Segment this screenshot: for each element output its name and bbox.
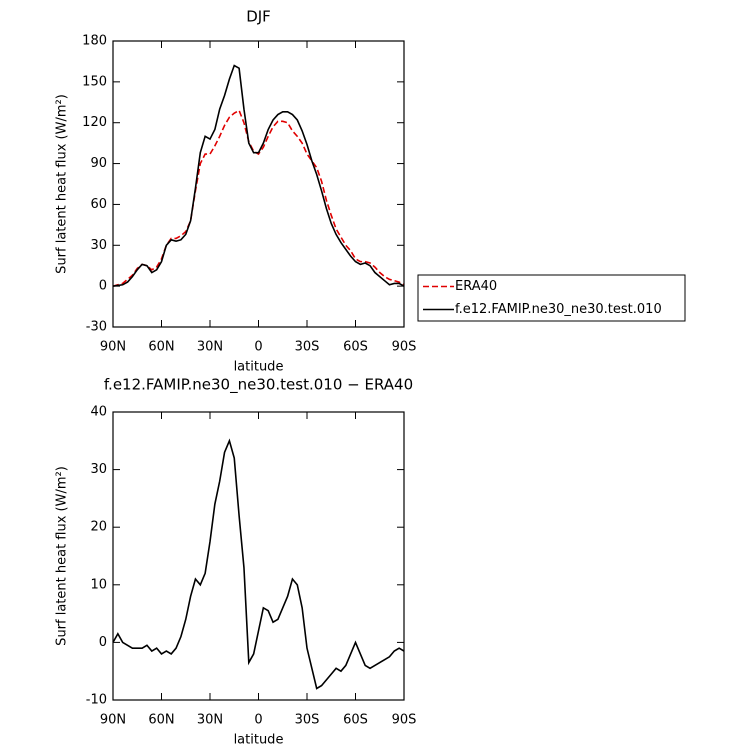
x-tick-label: 0 [254, 713, 262, 728]
x-tick-label: 30S [295, 340, 320, 355]
x-axis-label: latitude [234, 733, 284, 748]
y-axis-label: Surf latent heat flux (W/m²) [55, 94, 70, 274]
x-tick-label: 30N [197, 340, 223, 355]
y-tick-label: -30 [86, 320, 107, 335]
x-tick-label: 90S [392, 340, 417, 355]
y-tick-label: 0 [99, 279, 107, 294]
x-tick-label: 60N [148, 713, 174, 728]
y-axis-label: Surf latent heat flux (W/m²) [55, 466, 70, 646]
y-tick-label: -10 [86, 693, 107, 708]
x-tick-label: 60S [343, 340, 368, 355]
legend-label: ERA40 [455, 279, 497, 294]
legend-box [417, 274, 686, 322]
y-tick-label: 30 [90, 238, 107, 253]
x-tick-label: 90S [392, 713, 417, 728]
x-axis-label: latitude [234, 360, 284, 375]
x-tick-label: 60S [343, 713, 368, 728]
x-tick-label: 0 [254, 340, 262, 355]
data-line [112, 109, 405, 287]
y-tick-label: 20 [90, 520, 107, 535]
y-tick-label: 120 [82, 115, 107, 130]
x-tick-label: 90N [100, 340, 126, 355]
x-tick-label: 30S [295, 713, 320, 728]
y-tick-label: 180 [82, 34, 107, 49]
y-tick-label: 150 [82, 74, 107, 89]
y-tick-label: 60 [90, 197, 107, 212]
y-tick-label: 90 [90, 156, 107, 171]
chart-title: f.e12.FAMIP.ne30_ne30.test.010 − ERA40 [104, 376, 413, 395]
x-tick-label: 60N [148, 340, 174, 355]
y-tick-label: 30 [90, 462, 107, 477]
y-tick-label: 40 [90, 405, 107, 420]
chart-title: DJF [246, 8, 271, 26]
y-tick-label: 10 [90, 577, 107, 592]
y-tick-label: 0 [99, 635, 107, 650]
x-tick-label: 30N [197, 713, 223, 728]
plot-frame [112, 411, 405, 701]
plot-frame [112, 40, 405, 328]
data-line [112, 64, 405, 287]
legend-label: f.e12.FAMIP.ne30_ne30.test.010 [455, 302, 662, 317]
x-tick-label: 90N [100, 713, 126, 728]
data-line [112, 438, 405, 690]
